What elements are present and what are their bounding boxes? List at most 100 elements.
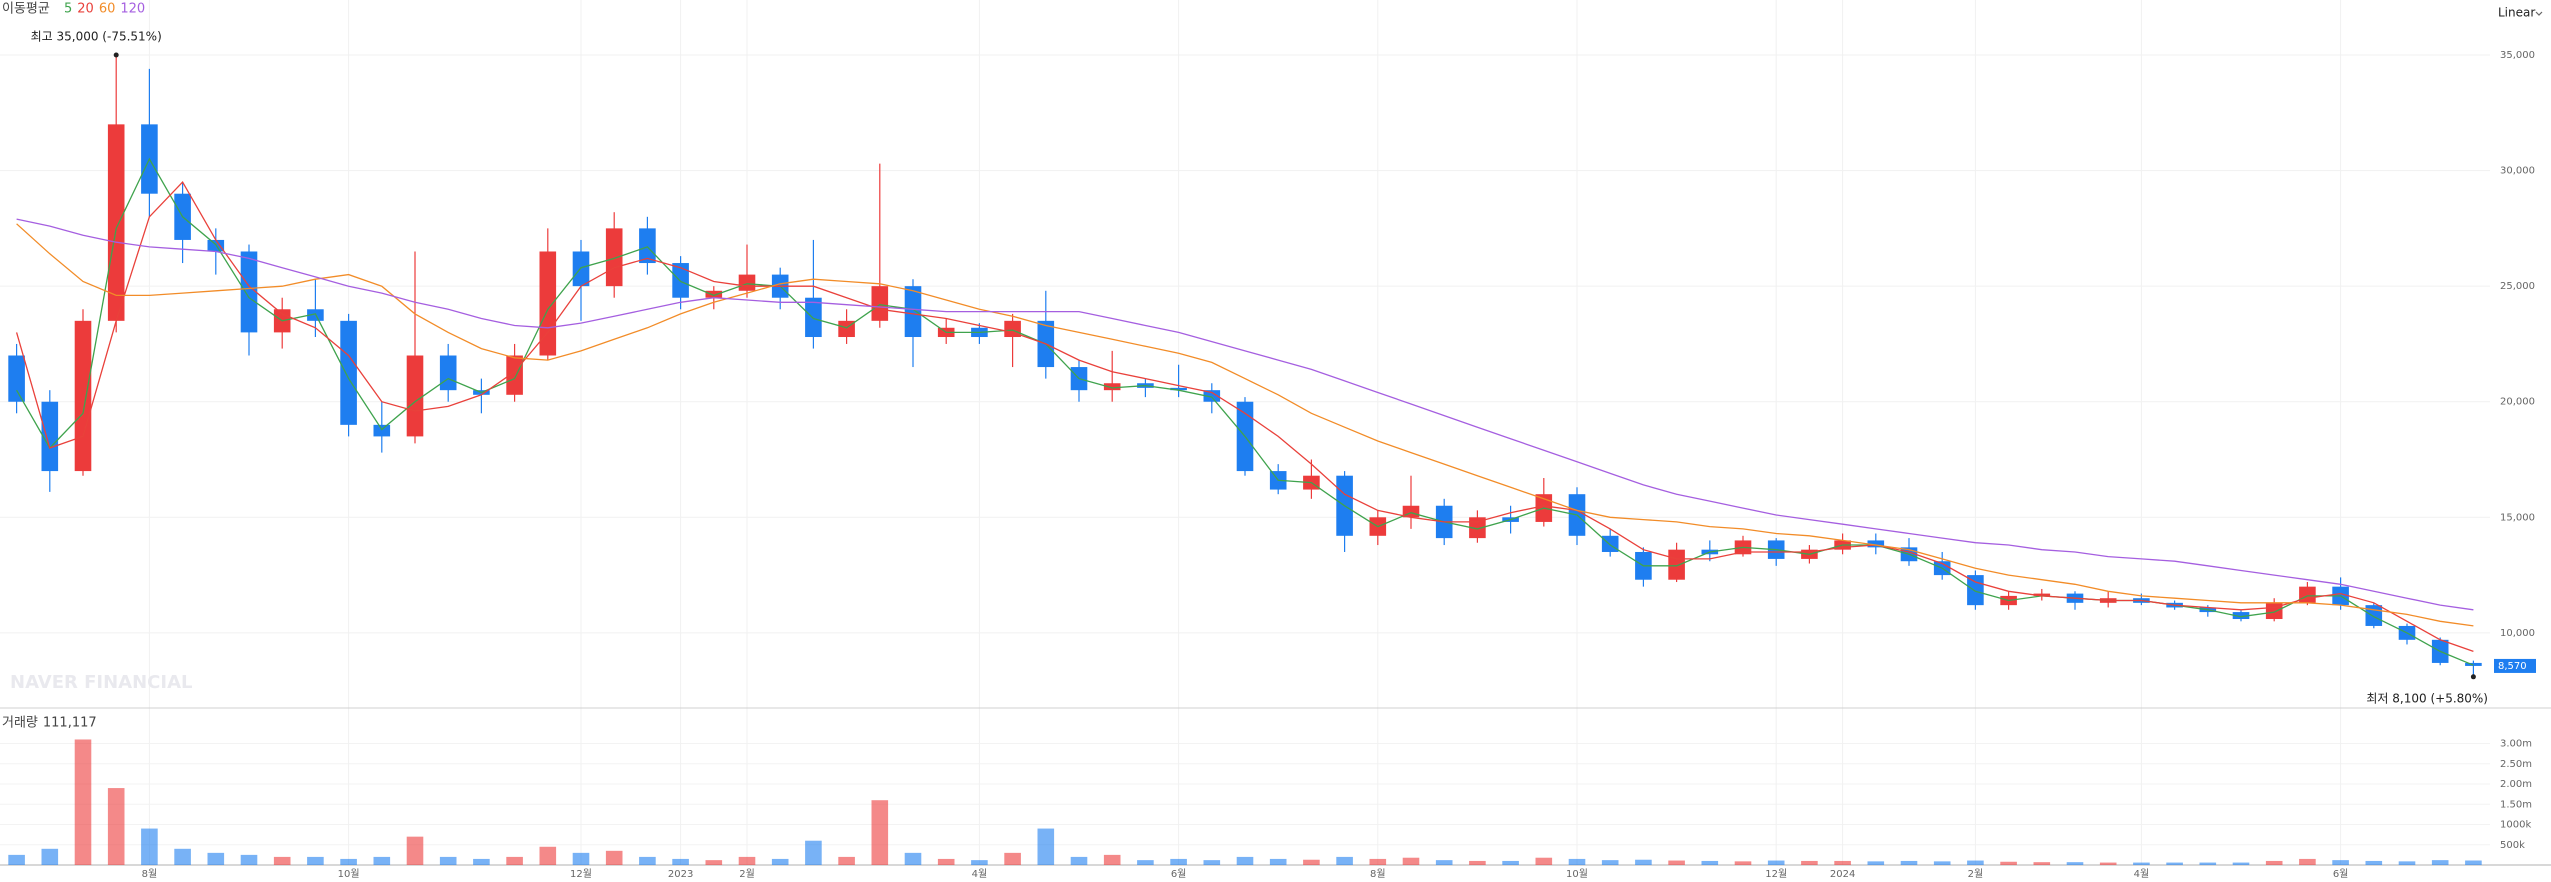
x-tick-label: 8월 <box>142 868 158 880</box>
volume-bar <box>340 858 357 865</box>
volume-bar <box>1070 856 1088 865</box>
candle-body <box>1668 549 1685 580</box>
volume-bar <box>2066 862 2084 865</box>
candle-body <box>1967 575 1984 606</box>
last-price-label: 8,570 <box>2498 661 2527 672</box>
volume-bar <box>937 858 955 865</box>
x-tick-label: 4월 <box>972 868 988 880</box>
volume-bar <box>1137 860 1154 865</box>
scale-select[interactable]: Linear <box>2498 6 2543 20</box>
volume-bar <box>2166 862 2183 865</box>
extreme-annotation: 최저 8,100 (+5.80%) <box>2366 691 2488 705</box>
scale-mode[interactable]: Linear <box>2498 6 2535 20</box>
candle-body <box>705 290 723 298</box>
volume-bar <box>1967 860 1984 865</box>
extreme-dot <box>113 52 119 58</box>
candle-body <box>1867 540 1885 548</box>
volume-bar <box>1303 859 1320 865</box>
candle-body <box>1402 505 1420 518</box>
volume-bar <box>240 854 258 865</box>
volume-bar <box>2365 860 2383 865</box>
volume-bar <box>439 856 457 865</box>
x-tick-label: 2023 <box>668 869 693 880</box>
y-tick-label: 25,000 <box>2500 281 2535 292</box>
y-tick-label: 15,000 <box>2500 512 2535 523</box>
volume-bar <box>273 856 291 865</box>
watermark: NAVER FINANCIAL <box>10 672 193 693</box>
volume-bar <box>506 856 523 865</box>
volume-bar <box>1701 860 1719 865</box>
ma-legend: 이동평균 5 20 60 120 <box>2 2 145 17</box>
volume-bar <box>672 858 689 865</box>
volume-bar <box>1469 860 1486 865</box>
volume-tick-label: 2.50m <box>2500 759 2532 770</box>
volume-bar <box>1269 858 1287 865</box>
candle-body <box>572 251 590 287</box>
volume-bar <box>1435 860 1453 865</box>
volume-bar <box>1037 828 1055 865</box>
volume-bar <box>2199 862 2217 865</box>
volume-bar <box>1601 860 1619 865</box>
legend-entry: 120 <box>120 2 145 17</box>
x-tick-label: 6월 <box>1171 868 1187 880</box>
volume-bar <box>1933 861 1951 865</box>
volume-bar <box>805 840 822 865</box>
volume-bar <box>705 860 723 865</box>
candle-body <box>2232 612 2250 620</box>
ma-line <box>16 218 2474 611</box>
volume-tick-label: 3.00m <box>2500 739 2532 750</box>
candle-body <box>2033 593 2051 596</box>
x-tick-label: 8월 <box>1370 868 1386 880</box>
volume-bar <box>1900 860 1918 865</box>
y-tick-label: 20,000 <box>2500 397 2535 408</box>
volume-bar <box>74 739 92 865</box>
volume-bar <box>1767 860 1785 865</box>
volume-bar <box>539 846 557 865</box>
volume-bar <box>174 848 191 865</box>
candle-body <box>639 228 656 264</box>
volume-bar <box>1734 861 1752 865</box>
volume-bar <box>904 852 922 865</box>
candle-body <box>41 401 59 472</box>
x-tick-label: 2024 <box>1830 869 1855 880</box>
candle-body <box>1601 535 1619 552</box>
volume-bar <box>771 858 789 865</box>
y-tick-label: 10,000 <box>2500 628 2535 639</box>
candle-body <box>406 355 424 437</box>
candle-body <box>738 274 756 291</box>
candle-body <box>805 297 822 338</box>
x-tick-label: 12월 <box>570 868 592 880</box>
y-tick-label: 35,000 <box>2500 50 2535 61</box>
volume-bar <box>1568 858 1586 865</box>
candle-body <box>1170 387 1187 391</box>
volume-bar <box>1004 852 1021 865</box>
volume-bar <box>1834 860 1851 865</box>
x-tick-label: 10월 <box>338 868 360 880</box>
ma-line <box>15 181 2474 653</box>
volume-bar <box>406 836 424 865</box>
volume-bar <box>572 852 590 865</box>
candle-body <box>1103 383 1121 391</box>
volume-tick-label: 1000k <box>2500 820 2531 831</box>
volume-bar <box>1236 856 1254 865</box>
volume-bar <box>639 856 656 865</box>
volume-bar <box>2000 861 2017 865</box>
candle-body <box>1203 390 1221 402</box>
candle-body <box>439 355 457 391</box>
extreme-dot <box>2470 674 2476 680</box>
volume-bar <box>2299 858 2316 865</box>
dropdown-chevron[interactable] <box>2535 11 2543 16</box>
legend-entry: 20 <box>77 2 94 17</box>
volume-readout: 111,117 <box>43 716 97 731</box>
volume-bar <box>1103 854 1121 865</box>
volume-bar <box>1668 860 1685 865</box>
volume-bar <box>971 860 988 865</box>
volume-bar <box>1635 859 1652 865</box>
candle-body <box>8 355 25 402</box>
volume-bar <box>1867 861 1885 865</box>
y-tick-label: 30,000 <box>2500 166 2535 177</box>
volume-bar <box>2398 861 2416 865</box>
volume-bar <box>738 856 756 865</box>
volume-title: 거래량 <box>2 716 38 731</box>
